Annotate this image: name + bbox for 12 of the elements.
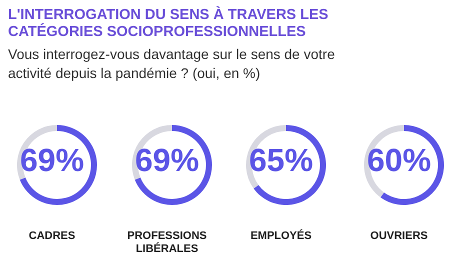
text: 69%: [134, 141, 200, 180]
slice-label: EMPLOYÉS: [249, 230, 313, 243]
text: L'INTERROGATION DU SENS À TRAVERS LES CATÉGORIES SOCIOPROFESSIONNELLES: [8, 7, 330, 41]
text: 69%: [18, 141, 86, 180]
slice-label: OUVRIERS: [369, 230, 429, 243]
slice-label: CADRES: [28, 230, 76, 243]
donut-slice: [20, 125, 97, 205]
text: 60%: [366, 141, 432, 180]
donut-slice: [134, 125, 212, 205]
text: 65%: [248, 141, 314, 180]
slice-label: PROFESSIONS LIBÉRALES: [126, 230, 208, 256]
text: Vous interrogez-vous davantage sur le sens de votre activité depuis la pandémie ? (oui, en %): [8, 45, 336, 83]
